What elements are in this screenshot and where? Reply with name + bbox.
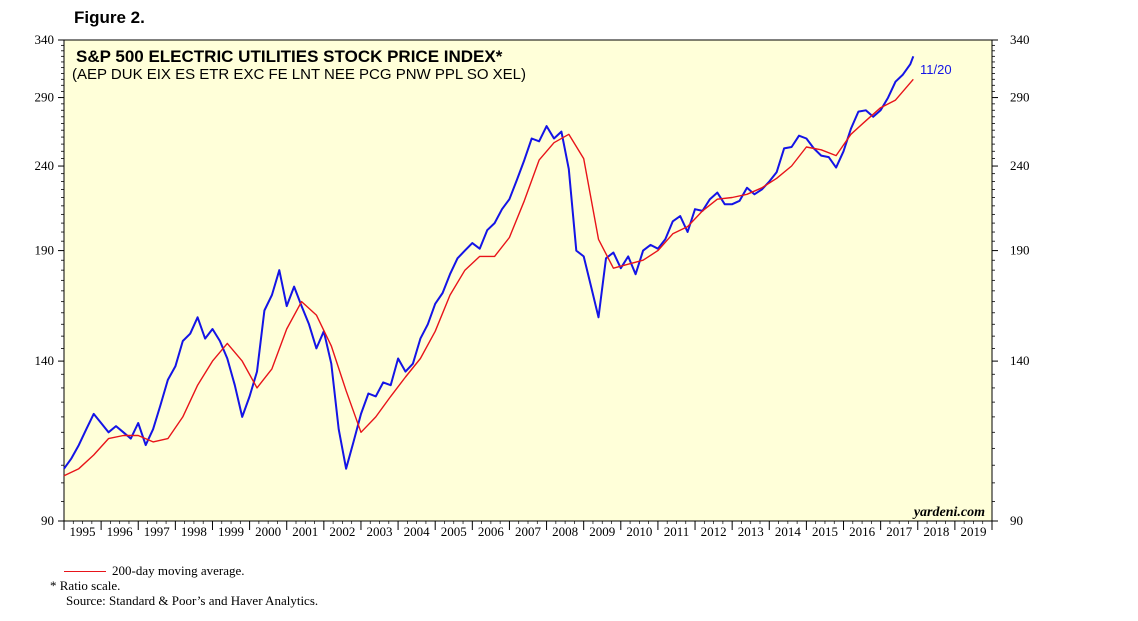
x-tick-label: 2017: [886, 524, 913, 539]
x-tick-label: 2006: [478, 524, 505, 539]
x-tick-label: 2019: [960, 524, 986, 539]
x-tick-label: 2007: [515, 524, 542, 539]
x-tick-label: 2010: [626, 524, 652, 539]
source-note: Source: Standard & Poor’s and Haver Anal…: [66, 593, 319, 608]
y-tick-label-left: 140: [35, 353, 55, 368]
x-tick-label: 2012: [701, 524, 727, 539]
x-tick-label: 2004: [404, 524, 431, 539]
y-tick-label-left: 340: [35, 32, 55, 47]
y-tick-label-right: 340: [1010, 32, 1030, 47]
x-tick-label: 2008: [552, 524, 578, 539]
x-tick-label: 2000: [255, 524, 281, 539]
legend-ma-swatch: [64, 571, 106, 572]
x-tick-label: 2009: [589, 524, 615, 539]
x-tick-label: 2018: [923, 524, 949, 539]
x-tick-label: 2002: [329, 524, 355, 539]
x-tick-label: 2001: [292, 524, 318, 539]
x-tick-label: 1997: [144, 524, 171, 539]
x-tick-label: 2003: [367, 524, 393, 539]
ratio-scale-note: * Ratio scale.: [50, 578, 121, 593]
y-tick-label-left: 290: [35, 90, 55, 105]
figure-label: Figure 2.: [74, 8, 145, 27]
x-tick-label: 2013: [738, 524, 764, 539]
y-tick-label-left: 240: [35, 158, 55, 173]
x-tick-label: 2005: [441, 524, 467, 539]
x-tick-label: 1999: [218, 524, 244, 539]
y-tick-label-right: 140: [1010, 353, 1030, 368]
moving-average-line: [63, 78, 914, 477]
chart-subtitle: (AEP DUK EIX ES ETR EXC FE LNT NEE PCG P…: [72, 66, 526, 83]
x-tick-label: 2015: [812, 524, 838, 539]
y-tick-label-right: 90: [1010, 513, 1023, 528]
x-tick-label: 2016: [849, 524, 876, 539]
legend-ma-label: 200-day moving average.: [112, 563, 245, 578]
x-tick-label: 2014: [775, 524, 802, 539]
x-tick-label: 1998: [181, 524, 207, 539]
y-tick-label-right: 240: [1010, 158, 1030, 173]
y-tick-label-left: 90: [41, 513, 54, 528]
y-tick-label-right: 190: [1010, 243, 1030, 258]
latest-date-label: 11/20: [920, 62, 952, 77]
x-tick-label: 1996: [107, 524, 134, 539]
chart-title: S&P 500 ELECTRIC UTILITIES STOCK PRICE I…: [76, 47, 503, 66]
x-tick-label: 2011: [664, 524, 690, 539]
y-tick-label-left: 190: [35, 243, 55, 258]
index-series-line: [63, 55, 915, 470]
plot-area: [63, 39, 993, 522]
x-tick-label: 1995: [70, 524, 96, 539]
watermark: yardeni.com: [912, 505, 985, 520]
y-tick-label-right: 290: [1010, 90, 1030, 105]
